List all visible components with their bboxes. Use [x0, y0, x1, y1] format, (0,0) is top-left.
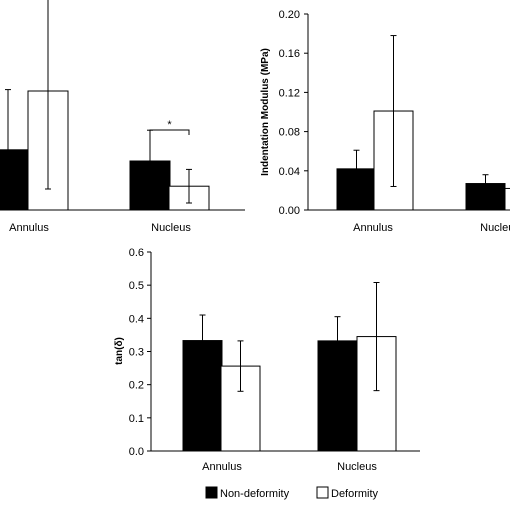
y-tick-label: 0.08 — [279, 127, 300, 139]
x-category-label: Nucleus — [151, 222, 191, 234]
legend-label-non-deformity: Non-deformity — [220, 488, 290, 500]
significance-star: * — [167, 119, 172, 131]
y-tick-label: 0.00 — [279, 205, 300, 217]
x-category-label: Annulus — [202, 461, 242, 473]
y-tick-label: 0.20 — [279, 9, 300, 21]
chart-indentation-modulus: 0.00 0.04 0.08 0.12 0.16 0.20 Indentation Modu… — [260, 9, 510, 234]
legend-swatch-non-deformity — [205, 486, 218, 499]
chart-tan-delta: 0.0 0.1 0.2 0.3 0.4 0.5 0.6 tan(δ) Annulus Nucleu… — [114, 247, 420, 473]
y-tick-label: 0.1 — [129, 413, 144, 425]
x-category-label: Nucleus — [337, 461, 377, 473]
bar-deformity — [504, 187, 510, 211]
x-category-label: Nucleus — [480, 222, 510, 234]
legend-label-deformity: Deformity — [331, 488, 379, 500]
y-tick-label: 0.6 — [129, 247, 144, 259]
y-tick-label: 0.2 — [129, 380, 144, 392]
y-tick-label: 0.04 — [279, 166, 300, 178]
y-axis-label: Indentation Modulus (MPa) — [260, 48, 271, 176]
chart-left-cropped: Annulus Nucleus * — [0, 0, 245, 234]
y-axis-label: tan(δ) — [114, 337, 125, 365]
y-tick-label: 0.4 — [129, 313, 144, 325]
y-tick-label: 0.12 — [279, 87, 300, 99]
x-category-label: Annulus — [9, 222, 49, 234]
y-tick-label: 0.3 — [129, 347, 144, 359]
significance-bracket — [149, 129, 190, 135]
x-category-label: Annulus — [353, 222, 393, 234]
y-tick-label: 0.0 — [129, 446, 144, 458]
bar-non-deformity — [0, 149, 29, 211]
y-tick-label: 0.5 — [129, 280, 144, 292]
legend-swatch-deformity — [316, 486, 329, 499]
y-tick-label: 0.16 — [279, 48, 300, 60]
legend: Non-deformity Deformity — [205, 486, 379, 500]
